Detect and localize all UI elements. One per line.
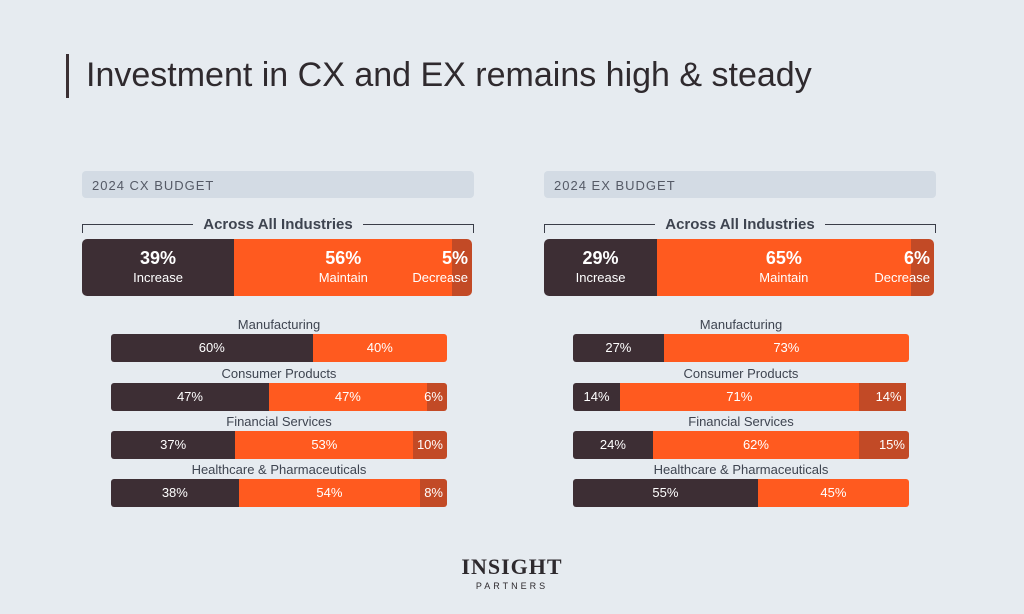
- industry-label: Manufacturing: [237, 317, 321, 332]
- ex-budget-panel: 2024 EX BUDGET Across All Industries 29% In…: [544, 171, 936, 511]
- industry-pct-increase: 14%: [583, 389, 610, 404]
- industry-pct-increase: 60%: [198, 340, 225, 355]
- industry-seg-increase: 27%: [573, 334, 664, 362]
- industry-pct-maintain: 73%: [773, 340, 800, 355]
- industry-seg-increase: 55%: [573, 479, 758, 507]
- industry-seg-maintain: 71%: [620, 383, 859, 411]
- industry-pct-maintain: 54%: [316, 485, 343, 500]
- industry-pct-maintain: 62%: [742, 437, 769, 452]
- industry-pct-decrease: 14%: [875, 389, 902, 404]
- industry-seg-increase: 47%: [111, 383, 269, 411]
- industry-seg-decrease: 14%: [858, 383, 906, 411]
- industry-seg-maintain: 62%: [652, 431, 860, 459]
- overall-seg-decrease: 5% Decrease: [412, 239, 472, 296]
- industry-pct-decrease: 8%: [424, 485, 443, 500]
- overall-name-increase: Increase: [575, 270, 626, 285]
- industry-seg-decrease: 10%: [413, 431, 447, 459]
- group-title: Across All Industries: [82, 216, 474, 234]
- industry-bar: 27% 73%: [573, 334, 909, 362]
- panel-label-text: 2024 EX BUDGET: [554, 178, 676, 193]
- industry-seg-maintain: 45%: [757, 479, 909, 507]
- industry-pct-maintain: 53%: [311, 437, 338, 452]
- industry-label: Financial Services: [688, 414, 794, 429]
- overall-pct-maintain: 65%: [765, 248, 802, 268]
- industry-pct-decrease: 15%: [878, 437, 905, 452]
- industry-pct-increase: 47%: [176, 389, 203, 404]
- overall-pct-decrease: 5%: [441, 248, 468, 268]
- logo-main-text: INSIGHT: [461, 554, 563, 579]
- industry-label: Healthcare & Pharmaceuticals: [653, 462, 829, 477]
- overall-pct-increase: 29%: [582, 248, 619, 268]
- group-title: Across All Industries: [544, 216, 936, 234]
- overall-name-decrease: Decrease: [412, 270, 468, 285]
- industry-pct-increase: 37%: [160, 437, 187, 452]
- logo-sub-text: PARTNERS: [475, 581, 549, 591]
- overall-name-decrease: Decrease: [874, 270, 930, 285]
- industry-seg-decrease: 8%: [420, 479, 447, 507]
- industry-seg-increase: 37%: [111, 431, 236, 459]
- industry-bar: 38% 54% 8%: [111, 479, 447, 507]
- title-accent-bar: [66, 54, 69, 98]
- insight-partners-logo: INSIGHT PARTNERS: [0, 554, 1024, 591]
- industry-seg-decrease: 6%: [424, 383, 447, 411]
- overall-pct-increase: 39%: [140, 248, 177, 268]
- industry-seg-increase: 24%: [573, 431, 653, 459]
- overall-seg-decrease: 6% Decrease: [874, 239, 934, 296]
- industry-pct-maintain: 45%: [820, 485, 847, 500]
- overall-pct-maintain: 56%: [325, 248, 362, 268]
- industry-pct-decrease: 10%: [416, 437, 443, 452]
- industry-bar: 24% 62% 15%: [573, 431, 909, 459]
- industry-pct-increase: 55%: [652, 485, 679, 500]
- industry-bar: 55% 45%: [573, 479, 909, 507]
- overall-seg-maintain: 56% Maintain: [234, 239, 453, 296]
- industry-seg-increase: 38%: [111, 479, 239, 507]
- industry-pct-maintain: 47%: [334, 389, 361, 404]
- overall-name-increase: Increase: [133, 270, 183, 285]
- industry-label: Healthcare & Pharmaceuticals: [191, 462, 367, 477]
- industry-seg-maintain: 40%: [312, 334, 447, 362]
- page-title: Investment in CX and EX remains high & s…: [86, 56, 812, 94]
- panel-label: 2024 EX BUDGET: [544, 171, 936, 198]
- overall-seg-increase: 29% Increase: [544, 239, 658, 296]
- overall-name-maintain: Maintain: [318, 270, 368, 285]
- industry-label: Consumer Products: [683, 366, 799, 381]
- industry-label: Financial Services: [226, 414, 332, 429]
- industry-label: Consumer Products: [221, 366, 337, 381]
- panel-label: 2024 CX BUDGET: [82, 171, 474, 198]
- panel-label-text: 2024 CX BUDGET: [92, 178, 215, 193]
- industry-pct-maintain: 71%: [726, 389, 753, 404]
- industry-seg-increase: 14%: [573, 383, 621, 411]
- industry-pct-increase: 38%: [161, 485, 188, 500]
- industry-seg-maintain: 53%: [235, 431, 414, 459]
- industry-seg-decrease: 15%: [859, 431, 909, 459]
- industry-bar: 60% 40%: [111, 334, 447, 362]
- overall-seg-increase: 39% Increase: [82, 239, 235, 296]
- overall-bar: 29% Increase 65% Maintain 6% Decrease: [544, 239, 934, 296]
- industry-label: Manufacturing: [699, 317, 783, 332]
- industry-pct-increase: 27%: [605, 340, 632, 355]
- industry-pct-maintain: 40%: [366, 340, 393, 355]
- group-title-text: Across All Industries: [193, 216, 363, 233]
- cx-budget-panel: 2024 CX BUDGET Across All Industries 39% In…: [82, 171, 474, 511]
- overall-pct-decrease: 6%: [903, 248, 930, 268]
- industry-seg-increase: 60%: [111, 334, 313, 362]
- industry-bar: 47% 47% 6%: [111, 383, 447, 411]
- industry-pct-increase: 24%: [599, 437, 626, 452]
- industry-seg-maintain: 54%: [238, 479, 421, 507]
- industry-seg-maintain: 47%: [268, 383, 427, 411]
- industry-bar: 14% 71% 14%: [573, 383, 909, 411]
- group-title-text: Across All Industries: [655, 216, 825, 233]
- industry-seg-maintain: 73%: [663, 334, 909, 362]
- industry-bar: 37% 53% 10%: [111, 431, 447, 459]
- industry-pct-decrease: 6%: [424, 389, 443, 404]
- overall-name-maintain: Maintain: [759, 270, 809, 285]
- overall-bar: 39% Increase 56% Maintain 5% Decrease: [82, 239, 472, 296]
- overall-seg-maintain: 65% Maintain: [657, 239, 911, 296]
